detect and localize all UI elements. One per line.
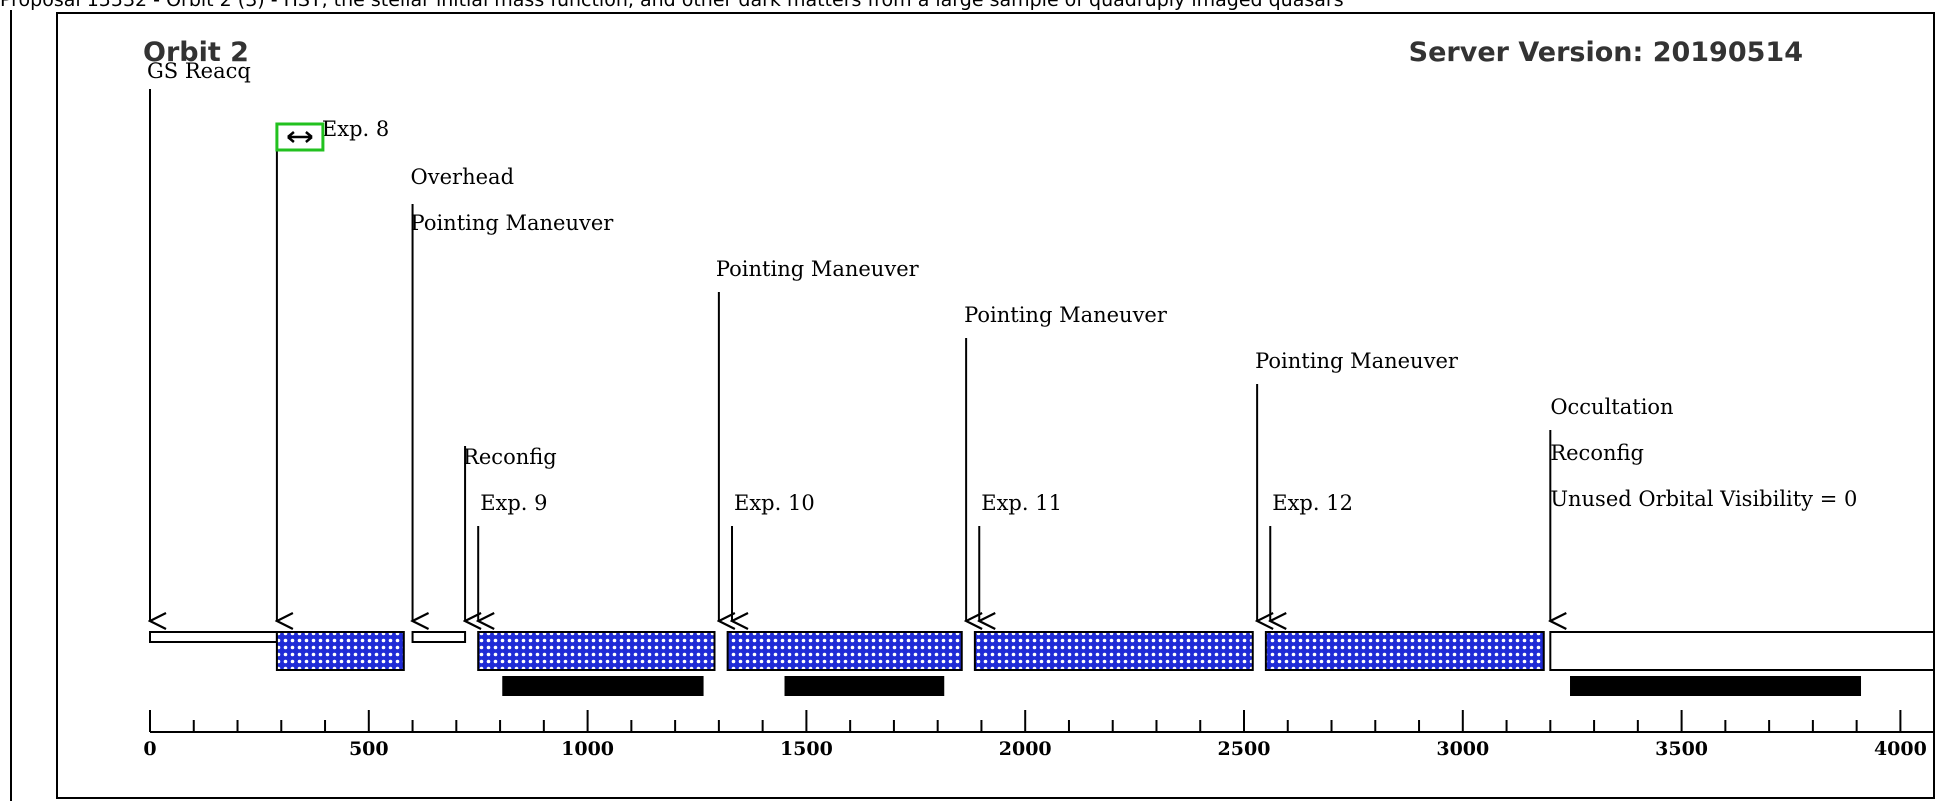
left-border-line	[10, 10, 12, 801]
event-label-pointing-3: Pointing Maneuver	[964, 303, 1168, 327]
event-label-pointing-2: Pointing Maneuver	[716, 257, 920, 281]
event-label-overhead-pointing: Pointing Maneuver	[411, 211, 615, 235]
segment-exp-9	[477, 631, 716, 671]
event-label-reconfig-1: Reconfig	[463, 445, 557, 469]
orbit-diagram-frame: Orbit 2 Server Version: 20190514 GS Reac…	[56, 12, 1935, 799]
event-gs-reacq: GS Reacq	[147, 59, 251, 621]
segment-exp-8	[275, 631, 405, 671]
event-label-occultation-reconfig: Occultation	[1550, 395, 1673, 419]
segment-gs-reacq	[149, 631, 278, 643]
tick-label: 3500	[1655, 738, 1708, 760]
event-exp-8: Exp. 8	[277, 117, 389, 621]
event-pointing-3: Pointing Maneuver	[964, 303, 1168, 621]
orbit-timeline-diagram: Orbit 2 Server Version: 20190514 GS Reac…	[143, 37, 1933, 760]
event-label-pointing-4: Pointing Maneuver	[1255, 349, 1459, 373]
event-label-exp-8: Exp. 8	[322, 117, 389, 141]
tick-label: 0	[143, 738, 156, 760]
tick-label: 500	[349, 738, 389, 760]
segment-exp-12	[1264, 631, 1545, 671]
tick-label: 2000	[999, 738, 1052, 760]
event-label-gs-reacq: GS Reacq	[147, 59, 251, 83]
event-reconfig-1: Reconfig	[463, 445, 557, 621]
event-pointing-4: Pointing Maneuver	[1255, 349, 1459, 621]
event-label-occultation-reconfig: Unused Orbital Visibility = 0	[1550, 487, 1857, 511]
event-label-occultation-reconfig: Reconfig	[1550, 441, 1644, 465]
segment-exp-11	[973, 631, 1254, 671]
proposal-header: Proposal 15532 - Orbit 2 (3) - HST, the …	[0, 0, 1939, 12]
tick-label: 1000	[561, 738, 614, 760]
event-pointing-2: Pointing Maneuver	[716, 257, 920, 621]
tick-label: 4000	[1874, 738, 1927, 760]
double-arrow-icon	[287, 131, 313, 143]
black-bar-1	[502, 676, 704, 696]
event-exp-11: Exp. 11	[979, 491, 1062, 621]
segment-exp-10	[726, 631, 963, 671]
black-bar-3	[1570, 676, 1862, 696]
tick-label: 1500	[780, 738, 833, 760]
proposal-header-text: Proposal 15532 - Orbit 2 (3) - HST, the …	[0, 0, 1344, 11]
tick-label: 3000	[1436, 738, 1489, 760]
event-annotations: GS Reacq Exp. 8 Overhead Pointing Maneuver R…	[147, 59, 1857, 621]
event-label-overhead-pointing: Overhead	[411, 165, 514, 189]
orbit-title: Orbit 2	[143, 37, 249, 68]
timeline-segments	[149, 631, 1933, 671]
event-label-exp-9: Exp. 9	[480, 491, 547, 515]
black-bar-2	[784, 676, 945, 696]
segment-overhead	[411, 631, 467, 643]
event-label-exp-11: Exp. 11	[981, 491, 1062, 515]
event-label-exp-12: Exp. 12	[1272, 491, 1353, 515]
event-exp-12: Exp. 12	[1270, 491, 1353, 621]
event-label-exp-10: Exp. 10	[734, 491, 815, 515]
segment-occultation	[1549, 631, 1933, 671]
event-exp-9: Exp. 9	[478, 491, 548, 621]
server-version: Server Version: 20190514	[1409, 37, 1803, 68]
event-occultation-reconfig: Occultation Reconfig Unused Orbital Visibi…	[1550, 395, 1857, 621]
tick-label: 2500	[1218, 738, 1271, 760]
black-bars	[502, 676, 1862, 696]
event-exp-10: Exp. 10	[732, 491, 815, 621]
event-overhead-pointing: Overhead Pointing Maneuver	[410, 165, 615, 621]
time-axis: 0500100015002000250030003500400045005000…	[143, 710, 1933, 760]
